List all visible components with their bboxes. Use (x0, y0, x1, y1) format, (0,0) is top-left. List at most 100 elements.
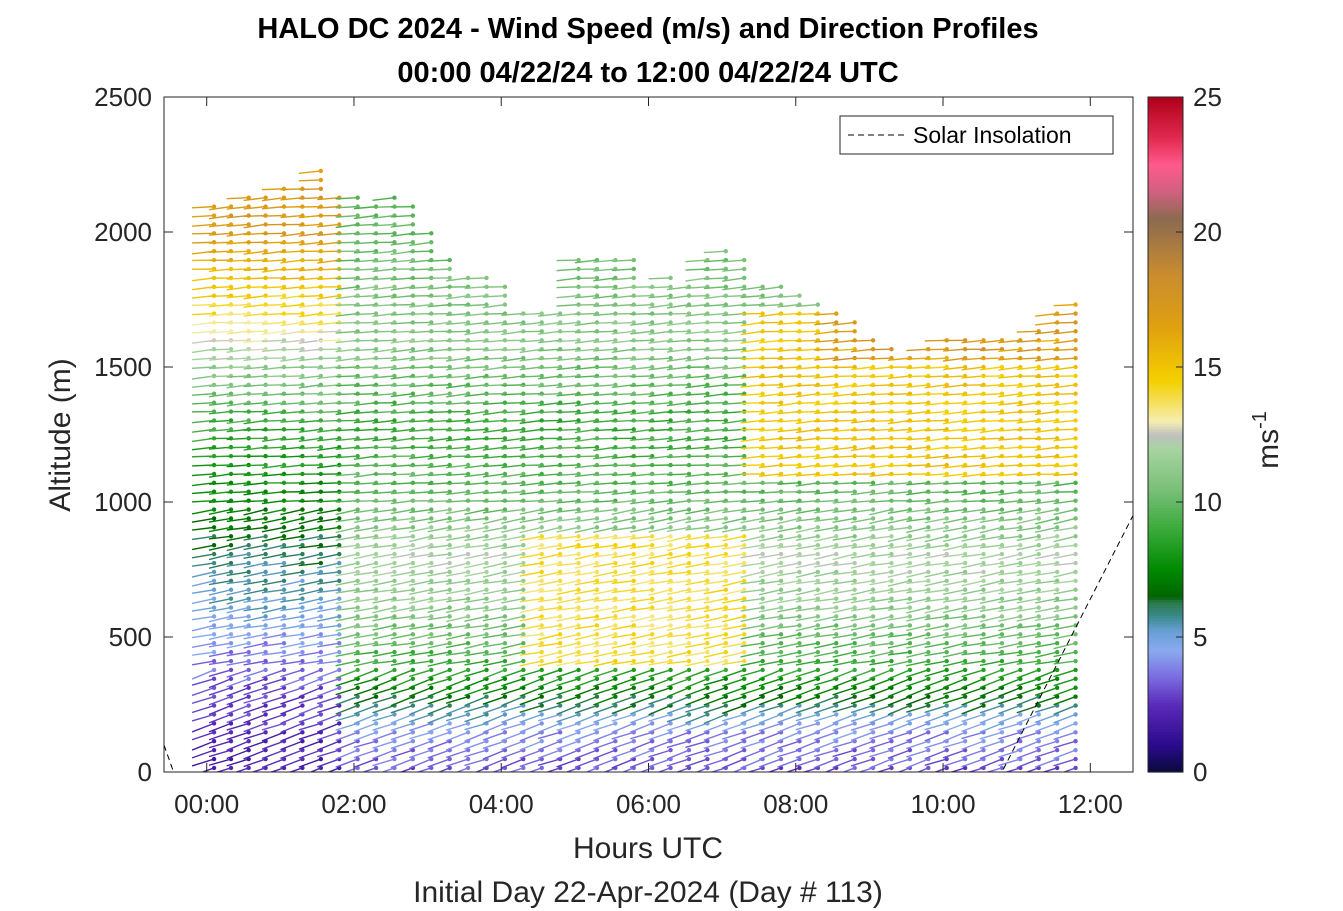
wind-barb-head (778, 400, 784, 405)
wind-barb (243, 597, 266, 603)
wind-barb-head (668, 400, 673, 405)
wind-barb-head (502, 355, 508, 361)
wind-barb (501, 401, 524, 405)
wind-barb-head (228, 623, 234, 628)
wind-barb-head (392, 507, 397, 512)
wind-barb-head (211, 534, 217, 539)
wind-barb (243, 259, 266, 262)
wind-barb (611, 482, 634, 485)
wind-barb (759, 366, 782, 369)
wind-barb-head (981, 596, 986, 601)
wind-barb (703, 393, 726, 398)
wind-barb (261, 268, 285, 273)
wind-barb (758, 580, 782, 585)
wind-barb-head (926, 641, 931, 646)
wind-barb-head (668, 525, 673, 530)
wind-barb-head (926, 436, 931, 441)
wind-barb-head (465, 712, 471, 717)
wind-barb (537, 678, 561, 688)
wind-barb-head (723, 667, 729, 673)
wind-barb (372, 535, 395, 540)
wind-barb (611, 277, 634, 281)
wind-barb (390, 571, 414, 577)
wind-barb-head (281, 231, 287, 236)
wind-barb (280, 553, 303, 559)
wind-barb-head (594, 712, 600, 717)
wind-barb-head (834, 578, 839, 584)
wind-barb (409, 749, 432, 759)
wind-barb-head (521, 560, 526, 566)
wind-barb-head (760, 730, 765, 735)
wind-barb (574, 687, 598, 697)
wind-barb (777, 535, 800, 542)
wind-barb (722, 464, 745, 467)
wind-barb (261, 687, 285, 696)
wind-barb (630, 446, 653, 449)
wind-barb (593, 517, 616, 524)
wind-barb-head (263, 489, 268, 494)
wind-barb (537, 749, 561, 759)
wind-barb-head (576, 409, 581, 414)
wind-barb-head (613, 560, 618, 566)
wind-barb (482, 562, 506, 569)
wind-barb-head (742, 730, 747, 735)
wind-barb (740, 321, 763, 327)
wind-barb (777, 393, 800, 397)
wind-barb (353, 669, 377, 680)
wind-barb-head (337, 667, 342, 673)
wind-barb (427, 553, 450, 558)
wind-barb-head (962, 507, 968, 512)
wind-barb (372, 517, 395, 523)
wind-barb (666, 401, 690, 407)
wind-barb-head (742, 667, 747, 673)
wind-barb (192, 419, 215, 424)
wind-barb (372, 303, 395, 307)
wind-barb (464, 678, 487, 689)
wind-barb (501, 749, 524, 759)
wind-barb (243, 651, 266, 657)
wind-barb (887, 393, 910, 396)
wind-barb (409, 597, 432, 604)
wind-barb-head (539, 694, 544, 699)
wind-barb (501, 687, 524, 696)
wind-barb (501, 491, 524, 495)
wind-barb (409, 687, 432, 697)
wind-barb (226, 758, 249, 767)
wind-barb (191, 713, 215, 722)
wind-barb-head (742, 569, 747, 575)
wind-barb-head (318, 293, 324, 298)
wind-barb-head (392, 498, 397, 503)
wind-barb (280, 321, 303, 327)
wind-barb (354, 499, 377, 503)
wind-barb (648, 491, 671, 495)
wind-barb-head (778, 756, 784, 762)
wind-barb-head (300, 614, 305, 619)
wind-barb (427, 303, 450, 308)
wind-barb (261, 740, 285, 750)
wind-barb (814, 553, 837, 560)
wind-barb (777, 499, 800, 504)
wind-barb (280, 401, 303, 406)
wind-barb-head (649, 694, 655, 699)
wind-barb-head (760, 560, 765, 566)
wind-barb-head (447, 578, 452, 584)
wind-barb (814, 678, 837, 686)
wind-barb-head (263, 667, 268, 673)
wind-barb (298, 482, 321, 485)
wind-barb (409, 464, 432, 467)
wind-barb (208, 401, 232, 406)
wind-barb (261, 401, 285, 407)
wind-barb-head (852, 569, 857, 575)
wind-barb (630, 437, 653, 441)
wind-barb-head (962, 587, 968, 592)
wind-barb-head (410, 355, 416, 361)
wind-barb-head (613, 694, 618, 699)
wind-barb-head (410, 756, 416, 762)
wind-barb (353, 375, 377, 379)
wind-barb (813, 722, 837, 734)
wind-barb-head (926, 676, 931, 682)
wind-barb-head (797, 676, 802, 682)
wind-barb (409, 544, 432, 552)
wind-barb-head (429, 525, 434, 530)
wind-barb (280, 437, 303, 441)
